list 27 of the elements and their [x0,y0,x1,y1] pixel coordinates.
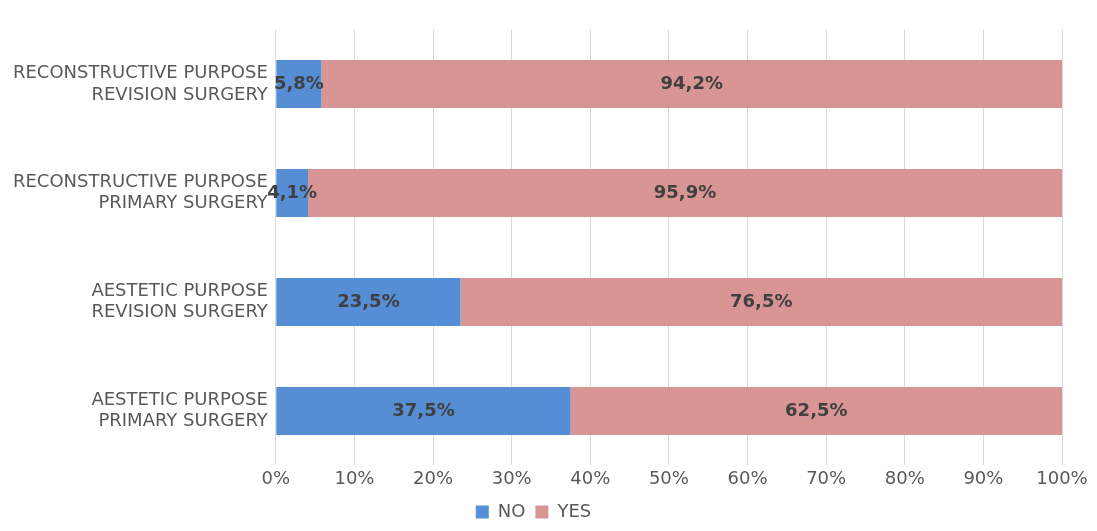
y-tick-label: AESTETIC PURPOSE PRIMARY SURGERY [91,387,269,431]
x-tick-label: 10% [334,466,375,488]
x-tick-label: 90% [963,466,1004,488]
x-tick-label: 0% [261,466,291,488]
y-tick-label: RECONSTRUCTIVE PURPOSE REVISION SURGERY [12,60,269,104]
x-tick-label: 60% [727,466,768,488]
data-label: 94,2% [660,71,723,93]
y-tick-label: AESTETIC PURPOSE REVISION SURGERY [91,278,269,322]
bar [570,386,1062,435]
bar [460,278,1062,326]
x-tick-label: 70% [806,466,847,488]
x-tick-label: 80% [884,466,925,488]
legend-label: NO [497,499,526,521]
bar [276,386,571,435]
x-tick-label: 30% [491,466,532,488]
data-label: 23,5% [337,289,400,311]
data-label: 37,5% [392,398,455,420]
data-label: 62,5% [785,398,848,420]
bar [276,278,461,326]
x-tick-label: 20% [413,466,454,488]
y-tick-label: RECONSTRUCTIVE PURPOSE PRIMARY SURGERY [12,169,269,213]
x-tick-label: 40% [570,466,611,488]
x-tick-label: 50% [648,466,689,488]
x-tick-label: 100% [1036,466,1088,488]
data-label: 95,9% [653,180,717,202]
data-label: 76,5% [730,289,793,311]
legend-label: YES [556,499,592,521]
